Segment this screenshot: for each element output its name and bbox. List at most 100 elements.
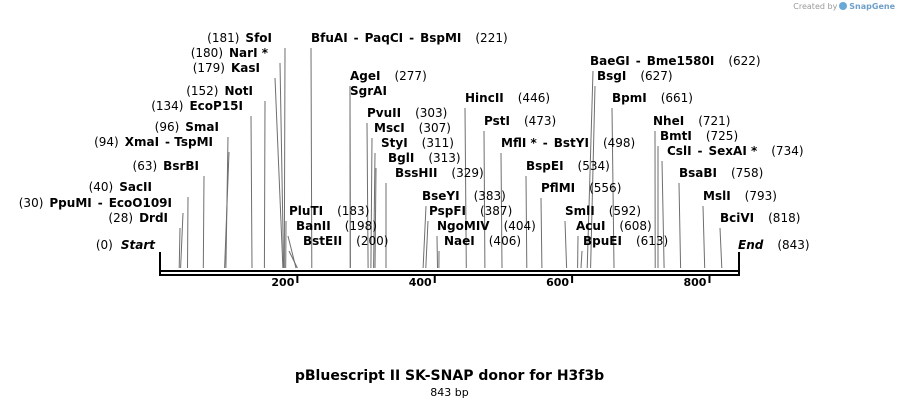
- site-enzyme-name: EcoP15I: [189, 99, 243, 113]
- site-position: (179): [193, 61, 225, 75]
- site-label-bseyi: BseYI (383): [422, 189, 506, 203]
- site-position: (608): [619, 219, 651, 233]
- leader-line-sfoi: [283, 47, 286, 269]
- leader-line-baegi: [586, 70, 594, 269]
- site-label-drdi: (28) DrdI: [108, 211, 168, 225]
- site-position: (28): [108, 211, 133, 225]
- site-enzyme-name: PstI: [484, 114, 510, 128]
- site-enzyme-name: SfoI: [245, 31, 272, 45]
- site-enzyme-name: BspMI: [420, 31, 461, 45]
- leader-line-smli: [564, 220, 568, 269]
- leader-line-nari: [279, 62, 285, 269]
- site-label-bmti: BmtI (725): [660, 129, 738, 143]
- site-position: (63): [133, 159, 158, 173]
- leader-line-drdi: [178, 227, 181, 269]
- site-enzyme-name: BstEII: [303, 234, 342, 248]
- site-enzyme-name: SgrAI: [350, 84, 387, 98]
- site-position: (152): [186, 84, 218, 98]
- site-enzyme-name: MscI: [374, 121, 405, 135]
- site-label-mfli: MflI * - BstYI (498): [501, 136, 635, 150]
- site-enzyme-name: BseYI: [422, 189, 460, 203]
- end-name: End: [738, 238, 764, 252]
- site-position: (406): [489, 234, 521, 248]
- site-labels: (28) DrdI(30) PpuMI - EcoO109I(40) SacII(63) B…: [19, 31, 804, 248]
- site-enzyme-name: NaeI: [444, 234, 475, 248]
- site-label-banii: BanII (198): [296, 219, 377, 233]
- site-label-csli: CslI - SexAI * (734): [667, 144, 804, 158]
- ruler-ticks: 200 400 600 800: [271, 276, 711, 289]
- site-position: (221): [475, 31, 507, 45]
- leader-line-bsabi: [678, 182, 682, 269]
- site-separator: -: [165, 135, 170, 149]
- site-label-acui: AcuI (608): [576, 219, 652, 233]
- site-label-noti: (152) NotI: [186, 84, 253, 98]
- leader-line-bspei: [525, 175, 528, 269]
- credit-brand: SnapGene: [849, 2, 895, 11]
- site-label-pluti: PluTI (183): [289, 204, 369, 218]
- leader-line-msci: [370, 137, 373, 269]
- site-label-psti: PstI (473): [484, 114, 556, 128]
- site-position: (329): [451, 166, 483, 180]
- leader-line-pspfi: [425, 220, 429, 269]
- site-enzyme-name: PpuMI: [49, 196, 91, 210]
- site-position: (446): [518, 91, 550, 105]
- site-position: (622): [728, 54, 760, 68]
- site-label-agei: AgeI (277): [350, 69, 427, 83]
- site-separator: -: [409, 31, 414, 45]
- leader-line-styi: [373, 152, 376, 269]
- site-position: (627): [640, 69, 672, 83]
- site-label-pvuii: PvuII (303): [367, 106, 447, 120]
- site-label-bcivi: BciVI (818): [720, 211, 800, 225]
- site-position: (134): [151, 99, 183, 113]
- site-position: (793): [745, 189, 777, 203]
- leader-line-psti: [483, 130, 486, 269]
- leader-line-bsrbi: [202, 175, 205, 269]
- site-label-bfuai: BfuAI - PaqCI - BspMI (221): [311, 31, 508, 45]
- site-position: (303): [415, 106, 447, 120]
- site-position: (556): [589, 181, 621, 195]
- site-label-msli: MslI (793): [703, 189, 777, 203]
- site-enzyme-name: NotI: [225, 84, 254, 98]
- credit-prefix: Created by: [793, 2, 838, 11]
- site-label-ecop15i: (134) EcoP15I: [151, 99, 243, 113]
- site-enzyme-name: BsaBI: [679, 166, 717, 180]
- leader-line-bgli: [374, 167, 377, 269]
- site-position: (387): [480, 204, 512, 218]
- leader-line-pvuii: [366, 122, 369, 269]
- site-enzyme-name: BsrBI: [163, 159, 199, 173]
- site-enzyme-name: SmaI: [185, 120, 219, 134]
- site-position: (181): [207, 31, 239, 45]
- site-enzyme-name: CslI: [667, 144, 692, 158]
- site-label-ngomiv: NgoMIV (404): [437, 219, 536, 233]
- site-label-smai: (96) SmaI: [155, 120, 219, 134]
- leader-line-bsgi: [590, 85, 596, 269]
- site-enzyme-name: SexAI *: [709, 144, 758, 158]
- site-enzyme-name: NgoMIV: [437, 219, 490, 233]
- leader-line-msli: [702, 205, 706, 269]
- site-position: (96): [155, 120, 180, 134]
- site-label-ppumi: (30) PpuMI - EcoO109I: [19, 196, 172, 210]
- site-position: (307): [419, 121, 451, 135]
- site-enzyme-name: BmtI: [660, 129, 692, 143]
- site-position: (40): [89, 180, 114, 194]
- site-label-msci: MscI (307): [374, 121, 451, 135]
- site-enzyme-name: EcoO109I: [109, 196, 172, 210]
- site-position: (183): [337, 204, 369, 218]
- site-position: (534): [578, 159, 610, 173]
- site-position: (592): [609, 204, 641, 218]
- site-label-styi: StyI (311): [381, 136, 454, 150]
- site-separator: -: [698, 144, 703, 158]
- site-position: (383): [474, 189, 506, 203]
- site-enzyme-name: HincII: [465, 91, 504, 105]
- site-separator: -: [354, 31, 359, 45]
- leader-line-ecop15i: [250, 115, 253, 269]
- site-label-sgrai: SgrAI: [350, 84, 387, 98]
- site-position: (498): [603, 136, 635, 150]
- end-label: End (843): [738, 238, 810, 252]
- site-enzyme-name: BglI: [388, 151, 414, 165]
- leader-line-smai: [225, 136, 229, 269]
- map-title: pBluescript II SK-SNAP donor for H3f3b: [294, 368, 605, 384]
- site-position: (661): [661, 91, 693, 105]
- site-enzyme-name: PflMI: [541, 181, 575, 195]
- site-enzyme-name: BpmI: [612, 91, 647, 105]
